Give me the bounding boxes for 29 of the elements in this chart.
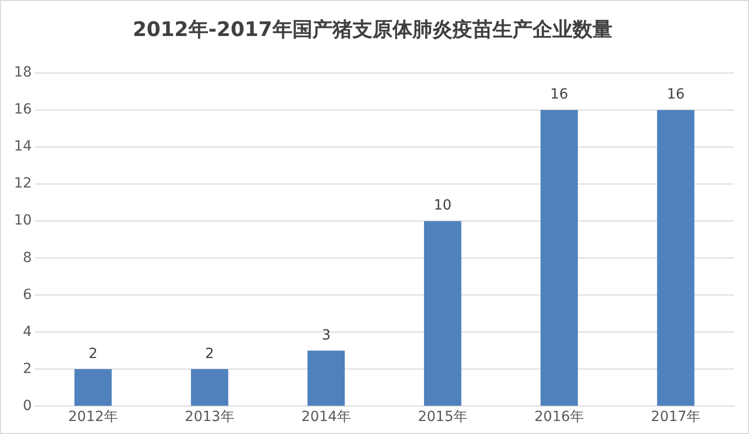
data-label: 2	[88, 346, 98, 362]
x-tick-label: 2017年	[650, 409, 701, 426]
bar	[74, 369, 112, 406]
chart-title: 2012年-2017年国产猪支原体肺炎疫苗生产企业数量	[132, 17, 612, 42]
bar	[424, 221, 462, 406]
y-tick-label: 4	[22, 324, 32, 340]
x-tick-label: 2012年	[68, 409, 118, 426]
data-label: 3	[322, 327, 331, 344]
y-tick-label: 14	[14, 138, 32, 155]
y-tick-label: 6	[22, 286, 32, 303]
y-tick-label: 10	[14, 212, 32, 229]
data-label: 2	[205, 346, 214, 362]
x-tick-label: 2016年	[534, 409, 584, 426]
x-tick-label: 2015年	[418, 409, 468, 426]
y-tick-label: 8	[22, 250, 32, 266]
y-tick-label: 2	[22, 360, 32, 377]
y-tick-label: 12	[14, 176, 32, 192]
data-label: 16	[666, 86, 685, 103]
data-label: 10	[434, 198, 452, 214]
bar	[190, 369, 228, 406]
data-label: 16	[550, 86, 568, 103]
bar	[307, 350, 345, 406]
y-tick-label: 18	[14, 64, 32, 81]
bar	[540, 110, 578, 406]
x-tick-label: 2014年	[301, 409, 351, 426]
bar	[657, 110, 694, 406]
y-tick-label: 16	[14, 102, 32, 118]
x-tick-label: 2013年	[184, 409, 234, 426]
y-tick-label: 0	[22, 398, 32, 414]
